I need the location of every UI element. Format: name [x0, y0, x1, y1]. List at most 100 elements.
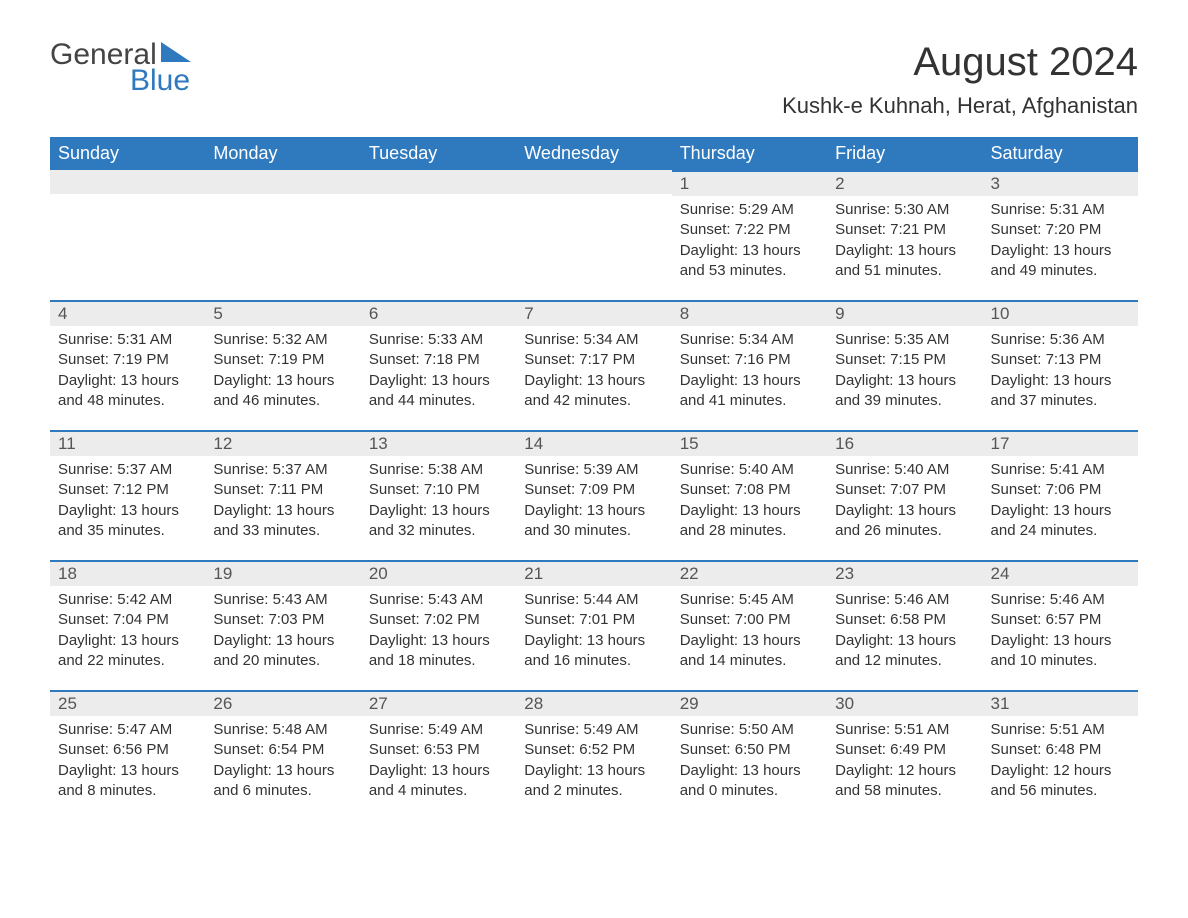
- weekday-header: Friday: [827, 137, 982, 170]
- daylight-line: Daylight: 13 hours and 39 minutes.: [835, 371, 974, 412]
- day-details: Sunrise: 5:46 AMSunset: 6:58 PMDaylight:…: [827, 586, 982, 671]
- sunset-line: Sunset: 7:12 PM: [58, 480, 197, 500]
- calendar-cell: 14Sunrise: 5:39 AMSunset: 7:09 PMDayligh…: [516, 430, 671, 560]
- calendar-cell: 30Sunrise: 5:51 AMSunset: 6:49 PMDayligh…: [827, 690, 982, 820]
- daylight-line: Daylight: 13 hours and 6 minutes.: [213, 761, 352, 802]
- sunset-line: Sunset: 6:48 PM: [991, 740, 1130, 760]
- calendar-cell: 17Sunrise: 5:41 AMSunset: 7:06 PMDayligh…: [983, 430, 1138, 560]
- empty-day-header: [205, 170, 360, 194]
- sunrise-line: Sunrise: 5:41 AM: [991, 460, 1130, 480]
- day-number: 1: [672, 170, 827, 196]
- daylight-line: Daylight: 13 hours and 14 minutes.: [680, 631, 819, 672]
- calendar-cell: 26Sunrise: 5:48 AMSunset: 6:54 PMDayligh…: [205, 690, 360, 820]
- day-details: Sunrise: 5:45 AMSunset: 7:00 PMDaylight:…: [672, 586, 827, 671]
- day-details: Sunrise: 5:36 AMSunset: 7:13 PMDaylight:…: [983, 326, 1138, 411]
- empty-day-header: [516, 170, 671, 194]
- calendar-cell: [205, 170, 360, 300]
- weekday-header: Sunday: [50, 137, 205, 170]
- day-number: 22: [672, 560, 827, 586]
- day-number: 31: [983, 690, 1138, 716]
- logo: General Blue: [50, 40, 191, 96]
- daylight-line: Daylight: 13 hours and 24 minutes.: [991, 501, 1130, 542]
- sunset-line: Sunset: 7:06 PM: [991, 480, 1130, 500]
- daylight-line: Daylight: 13 hours and 51 minutes.: [835, 241, 974, 282]
- weekday-header: Monday: [205, 137, 360, 170]
- sunset-line: Sunset: 7:02 PM: [369, 610, 508, 630]
- sunset-line: Sunset: 6:57 PM: [991, 610, 1130, 630]
- calendar-row: 25Sunrise: 5:47 AMSunset: 6:56 PMDayligh…: [50, 690, 1138, 820]
- day-details: Sunrise: 5:49 AMSunset: 6:52 PMDaylight:…: [516, 716, 671, 801]
- sunrise-line: Sunrise: 5:37 AM: [58, 460, 197, 480]
- day-number: 28: [516, 690, 671, 716]
- daylight-line: Daylight: 13 hours and 48 minutes.: [58, 371, 197, 412]
- day-number: 4: [50, 300, 205, 326]
- daylight-line: Daylight: 13 hours and 18 minutes.: [369, 631, 508, 672]
- daylight-line: Daylight: 12 hours and 58 minutes.: [835, 761, 974, 802]
- empty-day-header: [361, 170, 516, 194]
- empty-day-header: [50, 170, 205, 194]
- calendar-cell: 27Sunrise: 5:49 AMSunset: 6:53 PMDayligh…: [361, 690, 516, 820]
- daylight-line: Daylight: 13 hours and 32 minutes.: [369, 501, 508, 542]
- calendar-cell: 20Sunrise: 5:43 AMSunset: 7:02 PMDayligh…: [361, 560, 516, 690]
- day-details: Sunrise: 5:50 AMSunset: 6:50 PMDaylight:…: [672, 716, 827, 801]
- calendar-row: 18Sunrise: 5:42 AMSunset: 7:04 PMDayligh…: [50, 560, 1138, 690]
- daylight-line: Daylight: 13 hours and 4 minutes.: [369, 761, 508, 802]
- day-number: 10: [983, 300, 1138, 326]
- sunrise-line: Sunrise: 5:50 AM: [680, 720, 819, 740]
- sunset-line: Sunset: 7:17 PM: [524, 350, 663, 370]
- sunset-line: Sunset: 7:13 PM: [991, 350, 1130, 370]
- title-block: August 2024 Kushk-e Kuhnah, Herat, Afgha…: [782, 40, 1138, 119]
- weekday-header-row: SundayMondayTuesdayWednesdayThursdayFrid…: [50, 137, 1138, 170]
- sunrise-line: Sunrise: 5:39 AM: [524, 460, 663, 480]
- daylight-line: Daylight: 13 hours and 22 minutes.: [58, 631, 197, 672]
- day-details: Sunrise: 5:40 AMSunset: 7:08 PMDaylight:…: [672, 456, 827, 541]
- sunrise-line: Sunrise: 5:32 AM: [213, 330, 352, 350]
- sunset-line: Sunset: 7:16 PM: [680, 350, 819, 370]
- weekday-header: Saturday: [983, 137, 1138, 170]
- calendar-cell: 12Sunrise: 5:37 AMSunset: 7:11 PMDayligh…: [205, 430, 360, 560]
- day-details: Sunrise: 5:41 AMSunset: 7:06 PMDaylight:…: [983, 456, 1138, 541]
- day-details: Sunrise: 5:43 AMSunset: 7:02 PMDaylight:…: [361, 586, 516, 671]
- day-number: 26: [205, 690, 360, 716]
- sunset-line: Sunset: 7:01 PM: [524, 610, 663, 630]
- day-details: Sunrise: 5:46 AMSunset: 6:57 PMDaylight:…: [983, 586, 1138, 671]
- day-number: 12: [205, 430, 360, 456]
- day-details: Sunrise: 5:34 AMSunset: 7:16 PMDaylight:…: [672, 326, 827, 411]
- day-details: Sunrise: 5:51 AMSunset: 6:48 PMDaylight:…: [983, 716, 1138, 801]
- day-details: Sunrise: 5:31 AMSunset: 7:19 PMDaylight:…: [50, 326, 205, 411]
- sunrise-line: Sunrise: 5:40 AM: [680, 460, 819, 480]
- sunrise-line: Sunrise: 5:35 AM: [835, 330, 974, 350]
- logo-triangle-icon: [161, 42, 191, 62]
- calendar-cell: 21Sunrise: 5:44 AMSunset: 7:01 PMDayligh…: [516, 560, 671, 690]
- sunrise-line: Sunrise: 5:49 AM: [369, 720, 508, 740]
- day-details: Sunrise: 5:31 AMSunset: 7:20 PMDaylight:…: [983, 196, 1138, 281]
- calendar-cell: 28Sunrise: 5:49 AMSunset: 6:52 PMDayligh…: [516, 690, 671, 820]
- day-details: Sunrise: 5:42 AMSunset: 7:04 PMDaylight:…: [50, 586, 205, 671]
- sunrise-line: Sunrise: 5:49 AM: [524, 720, 663, 740]
- daylight-line: Daylight: 13 hours and 26 minutes.: [835, 501, 974, 542]
- day-details: Sunrise: 5:48 AMSunset: 6:54 PMDaylight:…: [205, 716, 360, 801]
- sunset-line: Sunset: 7:08 PM: [680, 480, 819, 500]
- day-details: Sunrise: 5:43 AMSunset: 7:03 PMDaylight:…: [205, 586, 360, 671]
- calendar-cell: [361, 170, 516, 300]
- day-details: Sunrise: 5:34 AMSunset: 7:17 PMDaylight:…: [516, 326, 671, 411]
- daylight-line: Daylight: 13 hours and 12 minutes.: [835, 631, 974, 672]
- sunrise-line: Sunrise: 5:36 AM: [991, 330, 1130, 350]
- calendar-row: 4Sunrise: 5:31 AMSunset: 7:19 PMDaylight…: [50, 300, 1138, 430]
- day-number: 15: [672, 430, 827, 456]
- sunrise-line: Sunrise: 5:51 AM: [991, 720, 1130, 740]
- sunset-line: Sunset: 6:49 PM: [835, 740, 974, 760]
- sunrise-line: Sunrise: 5:51 AM: [835, 720, 974, 740]
- sunrise-line: Sunrise: 5:31 AM: [991, 200, 1130, 220]
- calendar-cell: 1Sunrise: 5:29 AMSunset: 7:22 PMDaylight…: [672, 170, 827, 300]
- day-details: Sunrise: 5:37 AMSunset: 7:12 PMDaylight:…: [50, 456, 205, 541]
- daylight-line: Daylight: 13 hours and 0 minutes.: [680, 761, 819, 802]
- daylight-line: Daylight: 13 hours and 2 minutes.: [524, 761, 663, 802]
- calendar-row: 11Sunrise: 5:37 AMSunset: 7:12 PMDayligh…: [50, 430, 1138, 560]
- sunrise-line: Sunrise: 5:47 AM: [58, 720, 197, 740]
- sunset-line: Sunset: 7:10 PM: [369, 480, 508, 500]
- day-number: 14: [516, 430, 671, 456]
- day-details: Sunrise: 5:32 AMSunset: 7:19 PMDaylight:…: [205, 326, 360, 411]
- day-number: 20: [361, 560, 516, 586]
- weekday-header: Tuesday: [361, 137, 516, 170]
